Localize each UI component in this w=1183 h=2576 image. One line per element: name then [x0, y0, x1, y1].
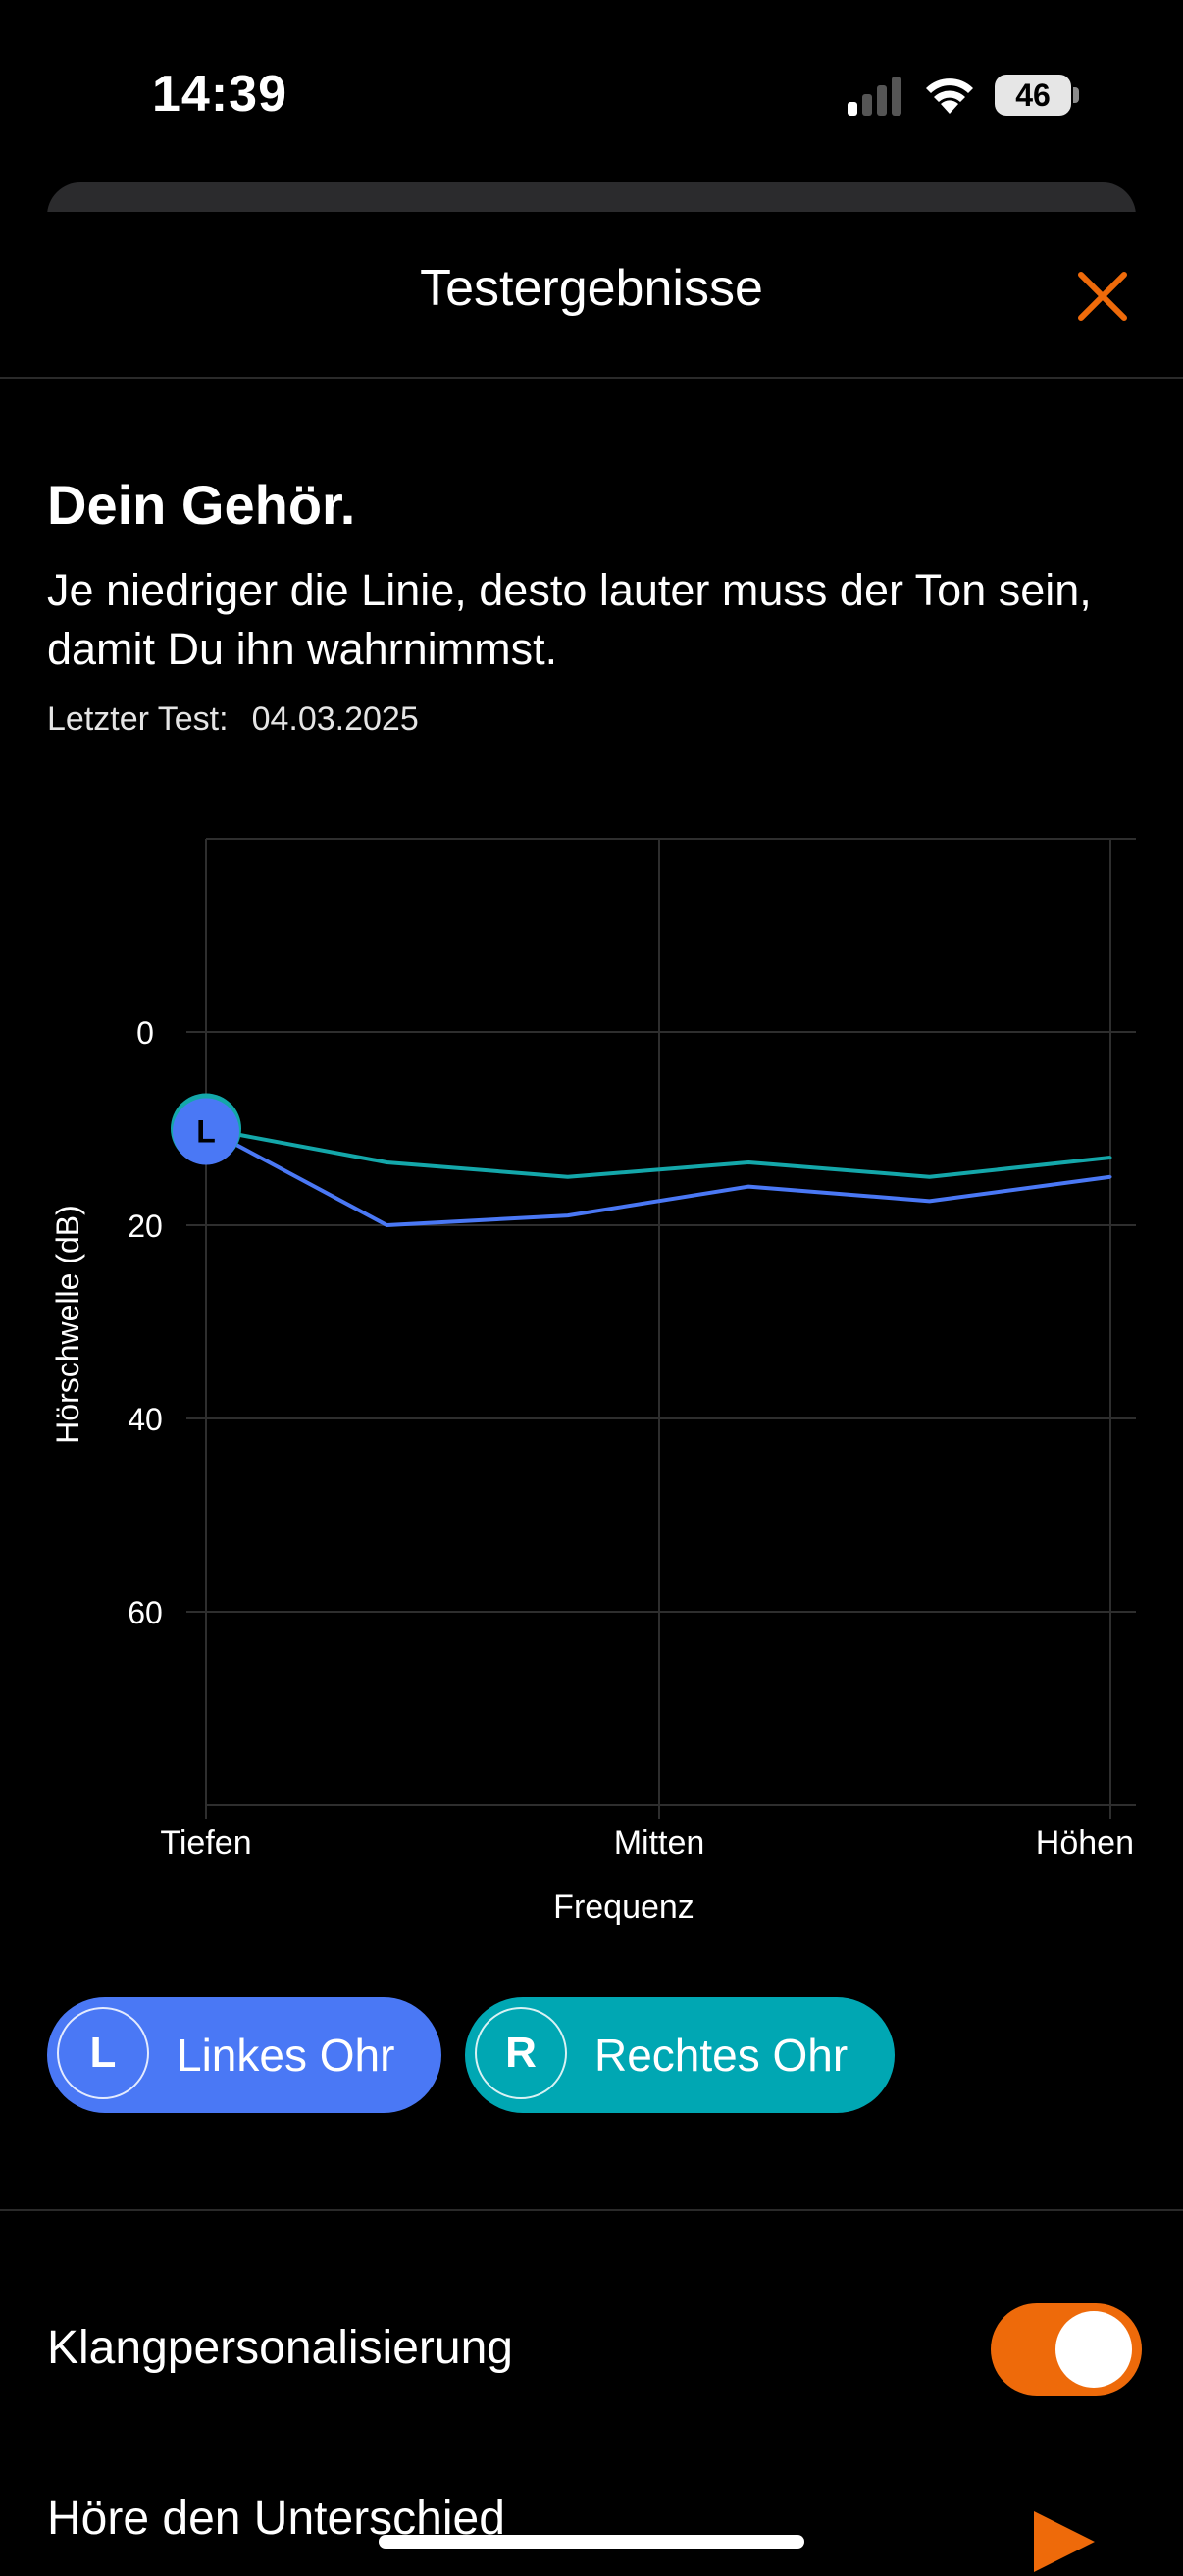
battery-cap [1073, 87, 1079, 103]
series-line-right-ear [205, 1126, 1111, 1179]
signal-icon [848, 77, 901, 116]
results-sheet [0, 212, 1183, 2572]
hearing-heading: Dein Gehör. [47, 474, 356, 536]
sound-personalization-toggle[interactable] [991, 2303, 1142, 2396]
close-icon[interactable] [1071, 265, 1134, 328]
x-tick-label: Tiefen [160, 1825, 251, 1862]
left-ear-label: Linkes Ohr [177, 2030, 395, 2081]
wifi-icon [926, 78, 973, 114]
legend-right-ear-button[interactable]: R Rechtes Ohr [465, 1997, 895, 2113]
data-point [566, 1175, 570, 1179]
legend-left-ear-button[interactable]: L Linkes Ohr [47, 1997, 441, 2113]
battery-level: 46 [995, 75, 1071, 116]
y-tick-label: 40 [128, 1402, 163, 1437]
marker-dot-left-ear [173, 1098, 239, 1165]
series-line-left-ear [205, 1126, 1111, 1227]
data-point [1108, 1175, 1112, 1179]
status-time: 14:39 [152, 66, 287, 123]
y-tick-label: 60 [128, 1595, 163, 1630]
last-test-info: Letzter Test: 04.03.2025 [47, 700, 419, 739]
data-point [566, 1213, 570, 1217]
data-point [928, 1199, 932, 1203]
toggle-knob [1055, 2311, 1132, 2388]
right-ear-label: Rechtes Ohr [594, 2030, 849, 2081]
play-icon[interactable] [1030, 2507, 1099, 2576]
marker-label: L [196, 1114, 216, 1150]
battery-icon: 46 [995, 75, 1079, 116]
data-point [746, 1185, 750, 1189]
header-divider [0, 377, 1183, 379]
data-point [385, 1160, 388, 1164]
data-point [928, 1175, 932, 1179]
last-test-label: Letzter Test: [47, 700, 229, 738]
last-test-date: 04.03.2025 [251, 700, 419, 738]
left-ear-badge: L [57, 2007, 149, 2099]
data-point [385, 1223, 388, 1227]
sheet-title: Testergebnisse [420, 260, 763, 317]
right-ear-badge: R [475, 2007, 567, 2099]
y-tick-label: 20 [128, 1209, 163, 1244]
data-point [1108, 1156, 1112, 1159]
hearing-chart: 0 20 40 60 Tiefen Mitten Höhen Frequenz Hörschwe… [50, 838, 1136, 1926]
data-point [746, 1160, 750, 1164]
y-axis-label: Hörschwelle (dB) [50, 1205, 85, 1444]
x-axis-label: Frequenz [553, 1888, 694, 1926]
sound-personalization-label: Klangpersonalisierung [47, 2322, 513, 2374]
hearing-description: Je niedriger die Linie, desto lauter mus… [47, 565, 1092, 674]
section-divider [0, 2209, 1183, 2211]
x-tick-label: Mitten [614, 1825, 705, 1862]
x-tick-label: Höhen [1036, 1825, 1134, 1862]
status-bar: 14:39 46 [0, 0, 1183, 186]
home-indicator[interactable] [379, 2535, 804, 2549]
y-tick-label: 0 [136, 1015, 154, 1051]
